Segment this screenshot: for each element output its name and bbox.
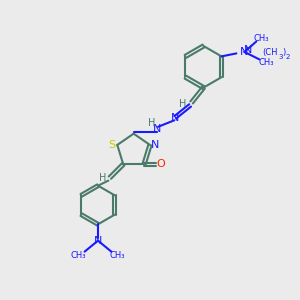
Text: ): ) (282, 48, 285, 57)
Text: S: S (108, 140, 116, 150)
Text: N: N (171, 113, 179, 123)
Text: CH₃: CH₃ (253, 34, 269, 43)
Text: 3: 3 (278, 54, 283, 60)
Text: 2: 2 (286, 54, 290, 60)
Text: O: O (156, 159, 165, 169)
Text: CH₃: CH₃ (71, 251, 86, 260)
Text: N: N (151, 140, 160, 150)
Text: N: N (94, 236, 102, 246)
Text: (CH: (CH (262, 48, 278, 57)
Text: N: N (153, 124, 162, 134)
Text: CH₃: CH₃ (110, 251, 125, 260)
Text: N: N (244, 45, 253, 55)
Text: H: H (179, 99, 186, 109)
Text: H: H (99, 172, 106, 183)
Text: H: H (148, 118, 156, 128)
Text: CH₃: CH₃ (258, 58, 274, 67)
Text: N: N (240, 47, 249, 57)
